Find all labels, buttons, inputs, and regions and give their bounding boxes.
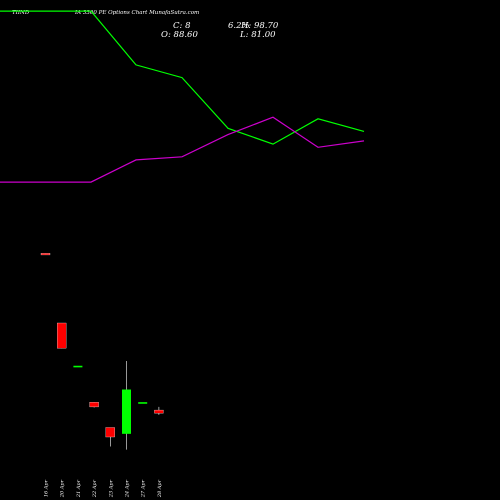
candle-body	[73, 365, 83, 368]
candle-body	[40, 253, 51, 256]
candles	[40, 253, 164, 450]
indicator-line-1	[0, 10, 365, 145]
x-tick-label: 23 Apr	[108, 479, 114, 498]
low-value: L: 81.00	[239, 30, 276, 40]
candle-20-apr	[57, 322, 67, 349]
candle-body	[122, 389, 131, 434]
candle-body	[138, 402, 148, 404]
x-tick-label: 22 Apr	[92, 479, 98, 498]
change-percent: 6.2%	[228, 21, 250, 31]
x-tick-label: 24 Apr	[125, 479, 131, 498]
candle-body	[57, 322, 67, 349]
candle-27-apr	[138, 402, 148, 404]
x-tick-label: 28 Apr	[157, 479, 163, 498]
candle-body	[154, 409, 164, 414]
candle-21-apr	[73, 365, 83, 368]
symbol-left: TIIND	[12, 10, 30, 16]
candle-28-apr	[154, 406, 164, 415]
x-tick-label: 16 Apr	[44, 479, 50, 497]
candle-23-apr	[105, 427, 115, 447]
x-axis-ticks: 16 Apr 20 Apr 21 Apr 22 Apr 23 Apr 24 Apr 27 A…	[44, 479, 163, 498]
x-tick-label: 27 Apr	[141, 479, 147, 498]
indicator-line-2	[0, 116, 365, 183]
indicator-lines	[0, 10, 365, 183]
close-value: C: 8	[173, 21, 191, 31]
candle-16-apr	[40, 253, 51, 256]
x-tick-label: 21 Apr	[76, 479, 82, 498]
candle-22-apr	[89, 402, 99, 408]
x-tick-label: 20 Apr	[60, 479, 66, 498]
symbol-title: IA 3300 PE Options Chart MunafaSutra.com	[74, 10, 199, 16]
candle-body	[105, 427, 115, 438]
high-value: H: 98.70	[240, 21, 279, 31]
candle-24-apr	[122, 361, 131, 450]
candle-body	[89, 402, 99, 408]
open-value: O: 88.60	[161, 30, 198, 40]
chart-header: TIIND IA 3300 PE Options Chart MunafaSut…	[12, 10, 279, 40]
